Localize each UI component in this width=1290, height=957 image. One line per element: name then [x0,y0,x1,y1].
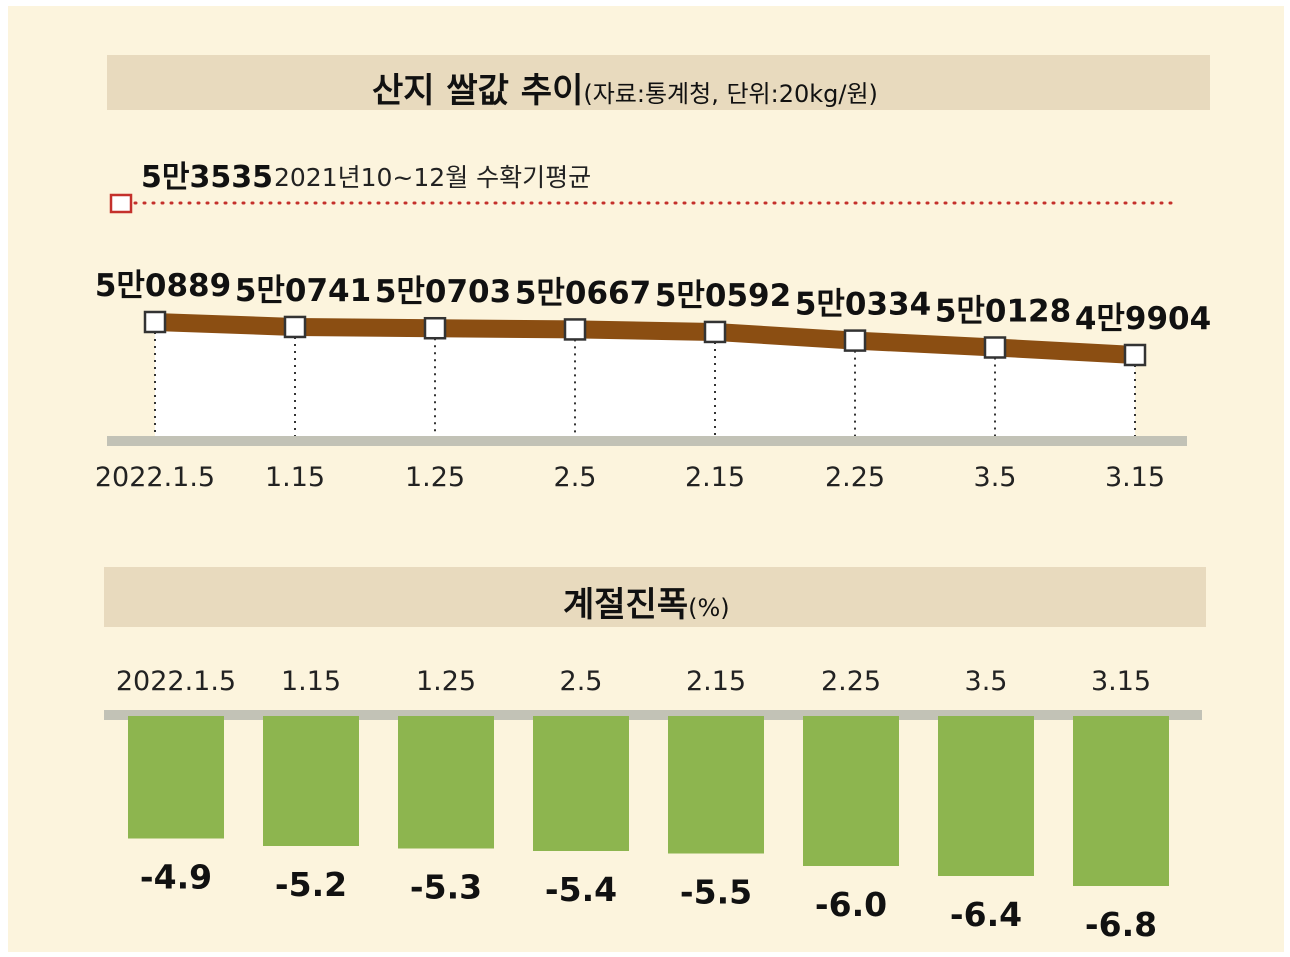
bar-data-label: -5.2 [275,865,347,904]
bar-chart-baseline [104,710,1202,720]
bar-data-label: -5.3 [410,868,482,907]
line-data-label: 5만0889 [95,268,231,304]
amplitude-bar [1073,716,1169,886]
amplitude-bar [803,716,899,866]
amplitude-chart-header [104,567,1206,627]
line-point [983,336,1007,359]
line-x-tick-label: 2.25 [825,462,885,493]
price-line [154,313,1136,364]
line-area [155,322,1135,440]
bar-data-label: -5.5 [680,873,752,912]
bar-category-label: 2.5 [560,666,603,697]
line-x-tick-label: 2022.1.5 [95,462,215,493]
bar-data-label: -6.4 [950,895,1022,934]
line-data-label: 5만0334 [795,287,931,323]
price-chart-header [107,55,1210,110]
bar-category-label: 1.15 [281,666,341,697]
price-chart-subtitle: (자료:통계청, 단위:20kg/원) [583,80,878,108]
reference-note-label: 2021년10~12월 수확기평균 [274,163,592,192]
amplitude-chart-title-main: 계절진폭 [563,585,689,625]
bar-data-label: -6.8 [1085,905,1157,944]
bar-category-label: 1.25 [416,666,476,697]
line-data-label: 5만0592 [655,278,791,314]
amplitude-chart-unit: (%) [688,594,730,622]
bar-category-label: 2.15 [686,666,746,697]
line-data-label: 5만0703 [375,274,511,310]
line-x-tick-label: 3.5 [974,462,1017,493]
reference-marker [109,193,133,214]
line-data-label: 5만0128 [935,293,1071,329]
line-point [703,320,727,344]
line-point [143,310,167,334]
amplitude-chart-title: 계절진폭(%) [563,577,730,626]
bar-category-label: 2.25 [821,666,881,697]
line-point [843,329,867,352]
price-chart-title: 산지 쌀값 추이(자료:통계청, 단위:20kg/원) [372,63,878,112]
line-point [283,315,307,339]
line-x-tick-label: 2.15 [685,462,745,493]
bar-category-label: 3.15 [1091,666,1151,697]
line-x-tick-label: 1.25 [405,462,465,493]
amplitude-bar [263,716,359,846]
bar-data-label: -4.9 [140,858,212,897]
line-x-tick-label: 3.15 [1105,462,1165,493]
price-line-chart: 5만0889 2022.1.5 5만0741 1.15 5만0703 1.25 5만0667… [95,193,1211,493]
amplitude-bar [938,716,1034,876]
line-point [563,318,587,341]
amplitude-bar [398,716,494,849]
line-x-tick-label: 1.15 [265,462,325,493]
line-point [1123,343,1147,367]
amplitude-bar [128,716,224,839]
amplitude-bar-chart: -4.9 2022.1.5 -5.2 1.15 -5.3 1.25 -5.4 2.5 -5.5 2… [104,666,1202,944]
reference-value-label: 5만3535 [141,160,273,195]
line-chart-baseline [107,436,1187,446]
bar-data-label: -6.0 [815,885,887,924]
amplitude-bar [533,716,629,851]
price-chart-title-main: 산지 쌀값 추이 [372,71,584,111]
line-data-label: 5만0741 [235,273,371,309]
line-data-label: 5만0667 [515,275,651,311]
line-point [423,316,447,340]
amplitude-bar [668,716,764,854]
line-x-tick-label: 2.5 [554,462,597,493]
line-data-label: 4만9904 [1075,301,1211,337]
bar-category-label: 2022.1.5 [116,666,236,697]
bar-category-label: 3.5 [965,666,1008,697]
bar-data-label: -5.4 [545,870,617,909]
